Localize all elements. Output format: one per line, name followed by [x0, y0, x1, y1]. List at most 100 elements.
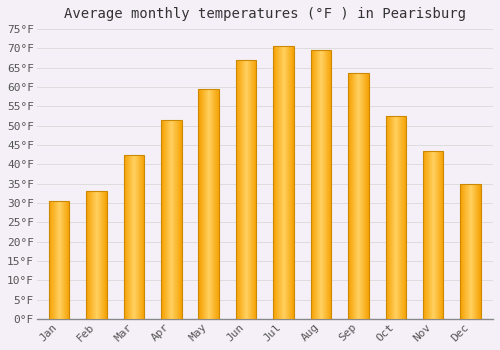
Bar	[403, 116, 404, 319]
Bar	[239, 60, 240, 319]
Bar	[463, 184, 464, 319]
Bar	[428, 151, 429, 319]
Bar	[387, 116, 388, 319]
Bar	[356, 74, 357, 319]
Bar	[242, 60, 243, 319]
Bar	[397, 116, 398, 319]
Bar	[441, 151, 442, 319]
Bar	[349, 74, 350, 319]
Bar	[433, 151, 434, 319]
Bar	[104, 191, 105, 319]
Bar	[474, 184, 475, 319]
Bar	[348, 74, 368, 319]
Bar	[323, 50, 324, 319]
Bar	[202, 89, 203, 319]
Bar	[65, 201, 66, 319]
Bar	[287, 47, 288, 319]
Bar	[285, 47, 286, 319]
Bar	[255, 60, 256, 319]
Bar	[138, 155, 139, 319]
Bar	[129, 155, 130, 319]
Bar	[245, 60, 246, 319]
Bar	[137, 155, 138, 319]
Bar	[312, 50, 313, 319]
Bar	[124, 155, 125, 319]
Bar	[102, 191, 104, 319]
Bar	[480, 184, 481, 319]
Bar	[249, 60, 250, 319]
Bar	[320, 50, 321, 319]
Bar	[471, 184, 472, 319]
Bar	[252, 60, 253, 319]
Bar	[178, 120, 179, 319]
Bar	[208, 89, 209, 319]
Bar	[96, 191, 97, 319]
Bar	[169, 120, 170, 319]
Bar	[331, 50, 332, 319]
Bar	[350, 74, 351, 319]
Bar	[443, 151, 444, 319]
Bar	[367, 74, 368, 319]
Bar	[479, 184, 480, 319]
Bar	[274, 47, 294, 319]
Bar	[215, 89, 216, 319]
Bar	[207, 89, 208, 319]
Bar	[286, 47, 287, 319]
Bar	[238, 60, 239, 319]
Bar	[329, 50, 330, 319]
Bar	[365, 74, 366, 319]
Bar	[275, 47, 276, 319]
Bar	[211, 89, 212, 319]
Bar	[330, 50, 331, 319]
Bar	[164, 120, 165, 319]
Bar	[355, 74, 356, 319]
Bar	[143, 155, 144, 319]
Bar	[293, 47, 294, 319]
Bar	[236, 60, 237, 319]
Bar	[282, 47, 283, 319]
Bar	[64, 201, 65, 319]
Bar	[460, 184, 481, 319]
Bar	[473, 184, 474, 319]
Bar	[127, 155, 128, 319]
Bar	[180, 120, 181, 319]
Bar	[469, 184, 470, 319]
Bar	[436, 151, 437, 319]
Bar	[315, 50, 316, 319]
Bar	[386, 116, 387, 319]
Bar	[91, 191, 92, 319]
Bar	[467, 184, 468, 319]
Bar	[461, 184, 462, 319]
Bar	[442, 151, 443, 319]
Bar	[141, 155, 142, 319]
Bar	[253, 60, 254, 319]
Bar	[49, 201, 50, 319]
Bar	[247, 60, 248, 319]
Bar	[204, 89, 205, 319]
Bar	[212, 89, 213, 319]
Bar	[68, 201, 69, 319]
Bar	[213, 89, 214, 319]
Bar	[466, 184, 467, 319]
Bar	[395, 116, 396, 319]
Bar	[210, 89, 211, 319]
Bar	[90, 191, 91, 319]
Bar	[51, 201, 52, 319]
Bar	[366, 74, 367, 319]
Bar	[351, 74, 352, 319]
Bar	[316, 50, 317, 319]
Bar	[174, 120, 175, 319]
Bar	[426, 151, 427, 319]
Bar	[402, 116, 403, 319]
Bar	[392, 116, 393, 319]
Bar	[434, 151, 435, 319]
Bar	[462, 184, 463, 319]
Bar	[317, 50, 318, 319]
Bar	[470, 184, 471, 319]
Bar	[360, 74, 361, 319]
Bar	[439, 151, 440, 319]
Bar	[389, 116, 390, 319]
Title: Average monthly temperatures (°F ) in Pearisburg: Average monthly temperatures (°F ) in Pe…	[64, 7, 466, 21]
Bar	[354, 74, 355, 319]
Bar	[218, 89, 219, 319]
